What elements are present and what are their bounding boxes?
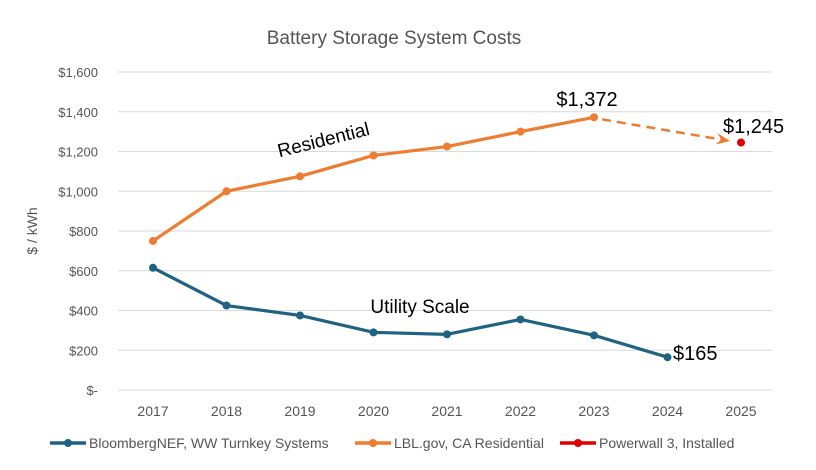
y-axis-label: $ / kWh <box>24 207 40 254</box>
y-tick-label: $400 <box>69 304 98 319</box>
data-point <box>443 330 451 339</box>
legend-swatch-marker <box>574 439 582 447</box>
x-tick-label: 2017 <box>137 403 168 419</box>
data-point <box>369 328 378 337</box>
y-tick-label: $200 <box>69 343 98 358</box>
y-tick-label: $800 <box>69 224 98 239</box>
legend-label: LBL.gov, CA Residential <box>394 435 544 451</box>
y-tick-label: $1,400 <box>58 105 98 120</box>
y-tick-label: $1,000 <box>58 184 98 199</box>
series-line <box>152 115 595 243</box>
data-point <box>590 331 598 340</box>
data-point <box>296 172 304 181</box>
utility-scale-label: Utility Scale <box>370 297 469 318</box>
series-line <box>152 266 668 359</box>
trend-arrow-line <box>601 118 728 142</box>
x-tick-label: 2018 <box>211 403 242 419</box>
data-point <box>443 142 451 151</box>
legend-swatch-marker <box>369 439 377 447</box>
y-tick-label: $- <box>86 383 98 398</box>
y-tick-label: $600 <box>69 264 98 279</box>
x-tick-label: 2022 <box>505 403 536 419</box>
data-label-2023: $1,372 <box>556 89 617 111</box>
x-tick-label: 2019 <box>284 403 315 419</box>
x-tick-label: 2020 <box>358 403 389 419</box>
data-point <box>516 315 525 324</box>
x-tick-label: 2024 <box>652 403 683 419</box>
data-point <box>296 311 304 320</box>
data-point <box>590 113 598 122</box>
residential-label: Residential <box>276 119 372 162</box>
x-tick-label: 2023 <box>578 403 609 419</box>
chart-title: Battery Storage System Costs <box>267 28 522 49</box>
y-tick-label: $1,200 <box>58 145 98 160</box>
x-tick-label: 2021 <box>431 403 462 419</box>
legend-label: Powerwall 3, Installed <box>599 435 734 451</box>
data-point <box>663 353 672 362</box>
data-point <box>222 187 231 196</box>
data-label-2025: $1,245 <box>723 116 784 138</box>
data-point <box>222 301 231 310</box>
data-point <box>516 127 525 136</box>
x-tick-label: 2025 <box>725 403 756 419</box>
data-label-2024: $165 <box>673 343 718 365</box>
data-point <box>369 151 378 160</box>
legend-label: BloombergNEF, WW Turnkey Systems <box>89 435 329 451</box>
data-point <box>149 263 157 272</box>
y-tick-label: $1,600 <box>58 65 98 80</box>
trend-arrow-head <box>715 133 730 145</box>
data-point <box>149 236 157 245</box>
data-point <box>737 138 745 147</box>
legend-swatch-marker <box>64 439 72 447</box>
